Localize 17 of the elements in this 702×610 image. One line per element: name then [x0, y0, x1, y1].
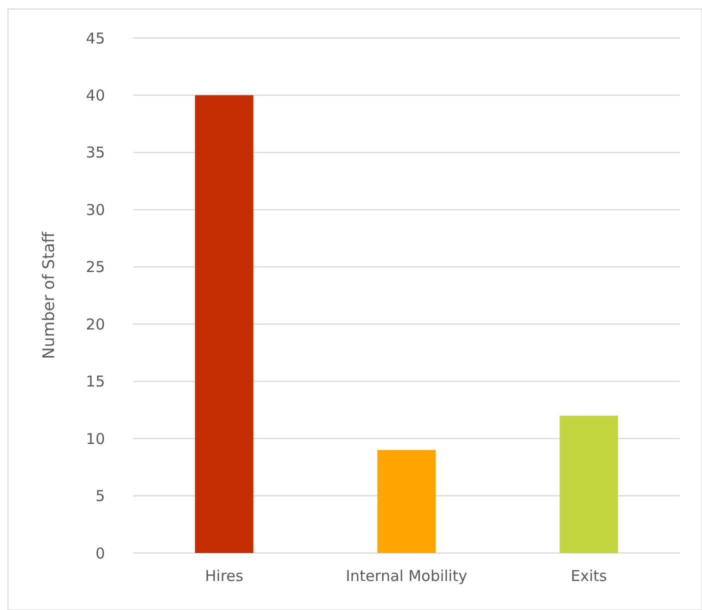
x-tick-label: Exits	[570, 567, 608, 585]
bar	[560, 416, 618, 553]
x-tick-label: Internal Mobility	[346, 567, 468, 585]
y-tick-label: 5	[95, 487, 105, 506]
y-tick-label: 0	[95, 544, 105, 562]
y-tick-label: 20	[86, 315, 105, 334]
y-axis-title: Number of Staff	[39, 230, 58, 360]
bar	[194, 95, 254, 553]
y-tick-label: 15	[86, 372, 105, 391]
y-tick-label: 30	[86, 200, 105, 219]
y-tick-label: 45	[86, 29, 105, 48]
x-tick-label: Hires	[205, 567, 244, 585]
y-tick-label: 40	[86, 86, 105, 104]
bar	[377, 450, 436, 553]
y-tick-label: 25	[86, 258, 105, 276]
y-tick-label: 35	[86, 144, 105, 162]
y-tick-label: 10	[86, 430, 105, 448]
